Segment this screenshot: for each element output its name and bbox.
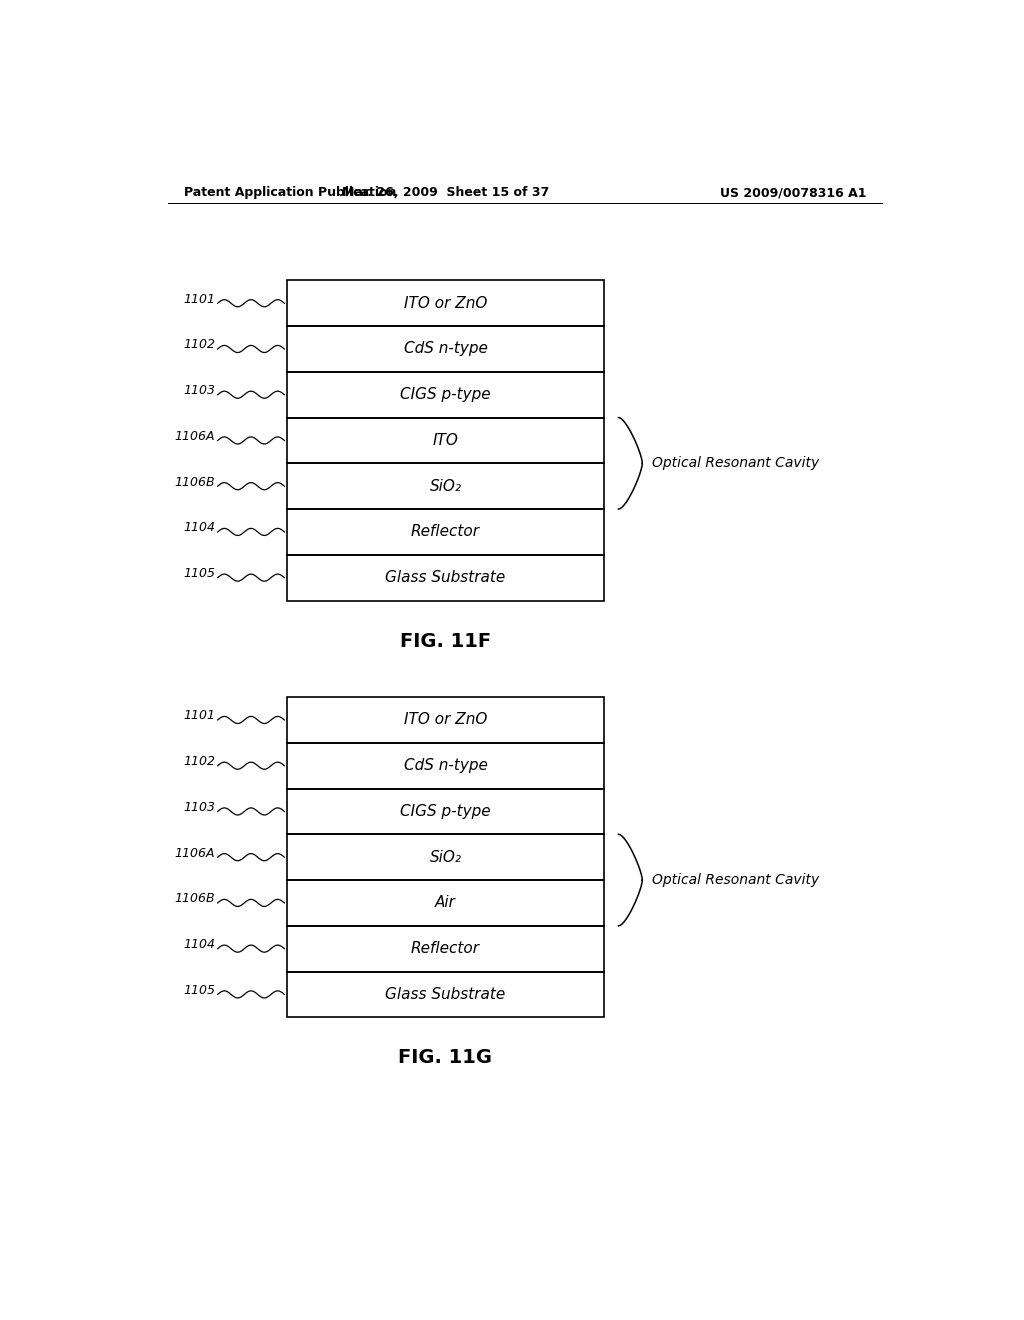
- Text: 1104: 1104: [183, 939, 215, 952]
- Text: 1106A: 1106A: [175, 846, 215, 859]
- Bar: [287, 510, 604, 554]
- Text: 1105: 1105: [183, 983, 215, 997]
- Bar: [287, 372, 604, 417]
- Text: Glass Substrate: Glass Substrate: [385, 987, 506, 1002]
- Text: FIG. 11G: FIG. 11G: [398, 1048, 493, 1068]
- Text: 1105: 1105: [183, 568, 215, 579]
- Bar: [287, 788, 604, 834]
- Text: 1102: 1102: [183, 338, 215, 351]
- Bar: [287, 880, 604, 925]
- Text: Optical Resonant Cavity: Optical Resonant Cavity: [652, 457, 819, 470]
- Bar: [287, 834, 604, 880]
- Text: SiO₂: SiO₂: [429, 479, 462, 494]
- Bar: [287, 972, 604, 1018]
- Bar: [287, 554, 604, 601]
- Text: 1106B: 1106B: [175, 892, 215, 906]
- Text: ITO: ITO: [432, 433, 459, 447]
- Text: 1103: 1103: [183, 801, 215, 814]
- Text: 1103: 1103: [183, 384, 215, 397]
- Bar: [287, 463, 604, 510]
- Text: 1106A: 1106A: [175, 430, 215, 444]
- Text: Reflector: Reflector: [411, 524, 480, 540]
- Bar: [287, 697, 604, 743]
- Text: FIG. 11F: FIG. 11F: [400, 632, 490, 651]
- Bar: [287, 280, 604, 326]
- Bar: [287, 417, 604, 463]
- Text: 1106B: 1106B: [175, 475, 215, 488]
- Text: 1101: 1101: [183, 293, 215, 306]
- Text: 1101: 1101: [183, 709, 215, 722]
- Bar: [287, 925, 604, 972]
- Text: US 2009/0078316 A1: US 2009/0078316 A1: [720, 186, 866, 199]
- Bar: [287, 743, 604, 788]
- Text: Glass Substrate: Glass Substrate: [385, 570, 506, 585]
- Text: Air: Air: [435, 895, 456, 911]
- Bar: [287, 326, 604, 372]
- Text: CIGS p-type: CIGS p-type: [400, 804, 490, 818]
- Text: Optical Resonant Cavity: Optical Resonant Cavity: [652, 873, 819, 887]
- Text: CdS n-type: CdS n-type: [403, 342, 487, 356]
- Text: CIGS p-type: CIGS p-type: [400, 387, 490, 403]
- Text: CdS n-type: CdS n-type: [403, 758, 487, 774]
- Text: 1104: 1104: [183, 521, 215, 535]
- Text: Patent Application Publication: Patent Application Publication: [183, 186, 396, 199]
- Text: SiO₂: SiO₂: [429, 850, 462, 865]
- Text: 1102: 1102: [183, 755, 215, 768]
- Text: ITO or ZnO: ITO or ZnO: [403, 713, 487, 727]
- Text: Reflector: Reflector: [411, 941, 480, 956]
- Text: ITO or ZnO: ITO or ZnO: [403, 296, 487, 310]
- Text: Mar. 26, 2009  Sheet 15 of 37: Mar. 26, 2009 Sheet 15 of 37: [342, 186, 549, 199]
